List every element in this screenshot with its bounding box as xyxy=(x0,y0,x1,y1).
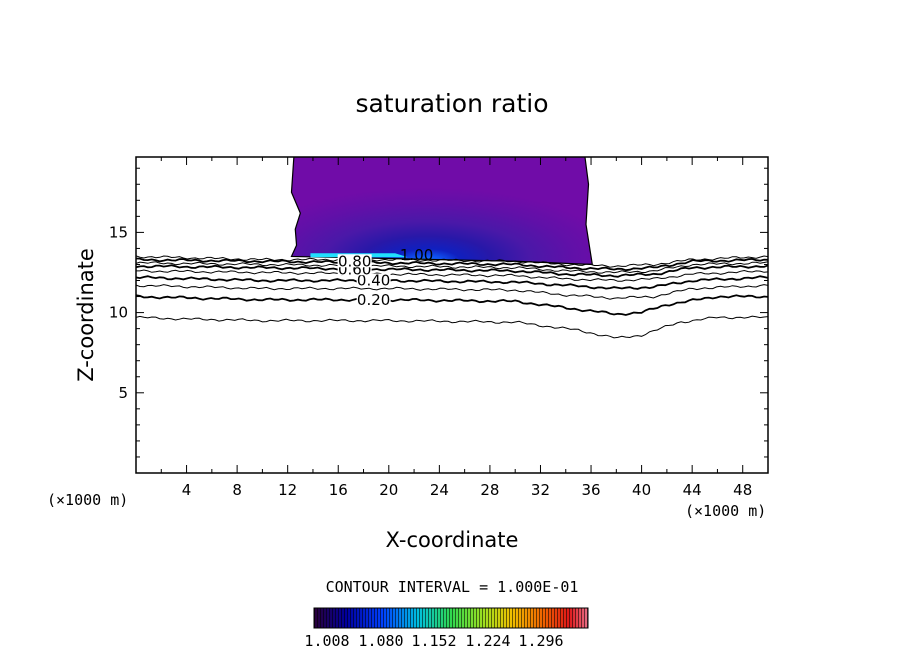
y-unit-label: (×1000 m) xyxy=(47,491,128,509)
contour-lines xyxy=(136,255,768,339)
y-tick-label: 10 xyxy=(109,304,128,322)
contour-label: 1.00 xyxy=(400,246,433,264)
contour-interval-text: CONTOUR INTERVAL = 1.000E-01 xyxy=(326,578,579,596)
contour-line xyxy=(136,269,768,282)
x-tick-label: 8 xyxy=(232,481,242,499)
contour-line xyxy=(136,294,768,316)
contour-label-bg xyxy=(337,254,372,268)
x-tick-label: 44 xyxy=(683,481,702,499)
colorbar-label: 1.224 xyxy=(465,632,510,650)
x-tick-label: 40 xyxy=(632,481,651,499)
y-tick-label: 5 xyxy=(118,384,128,402)
contour-label: 0.20 xyxy=(357,291,390,309)
colorbar-frame xyxy=(313,607,589,629)
colorbar-label: 1.296 xyxy=(518,632,563,650)
x-tick-label: 28 xyxy=(480,481,499,499)
x-tick-label: 24 xyxy=(430,481,449,499)
x-axis-label: X-coordinate xyxy=(386,528,519,552)
x-tick-label: 16 xyxy=(329,481,348,499)
colorbar-labels: 1.008 1.080 1.152 1.224 1.296 xyxy=(304,632,563,650)
plot-frame xyxy=(135,156,769,474)
contour-label-bg xyxy=(356,292,391,306)
contour-line xyxy=(136,315,768,339)
x-tick-label: 4 xyxy=(182,481,192,499)
x-tick-label: 48 xyxy=(733,481,752,499)
contour-label-bg xyxy=(356,273,391,287)
contour-line xyxy=(136,261,768,274)
contour-line xyxy=(136,257,768,272)
colorbar-stripes xyxy=(314,608,588,628)
colorbar-label: 1.008 xyxy=(304,632,349,650)
contour-label: 0.40 xyxy=(357,272,390,290)
contour-labels: 0.200.400.600.80 1.00 xyxy=(337,246,433,309)
colorbar: 1.008 1.080 1.152 1.224 1.296 xyxy=(304,607,589,650)
colorbar-label: 1.152 xyxy=(411,632,456,650)
x-tick-label: 36 xyxy=(581,481,600,499)
x-tick-label: 20 xyxy=(379,481,398,499)
contour-label: 0.80 xyxy=(338,252,371,270)
y-tick-label: 15 xyxy=(109,223,128,241)
contour-line xyxy=(136,284,768,300)
y-axis-label: Z-coordinate xyxy=(74,248,98,382)
saturation-shaded-region xyxy=(290,157,594,266)
x-unit-label: (×1000 m) xyxy=(685,502,766,520)
contour-line xyxy=(136,264,768,278)
chart-title: saturation ratio xyxy=(355,89,548,118)
contour-line xyxy=(136,255,768,268)
saturation-fill xyxy=(290,157,594,266)
contour-line xyxy=(136,275,768,290)
colorbar-label: 1.080 xyxy=(358,632,403,650)
x-tick-label: 32 xyxy=(531,481,550,499)
x-tick-label: 12 xyxy=(278,481,297,499)
